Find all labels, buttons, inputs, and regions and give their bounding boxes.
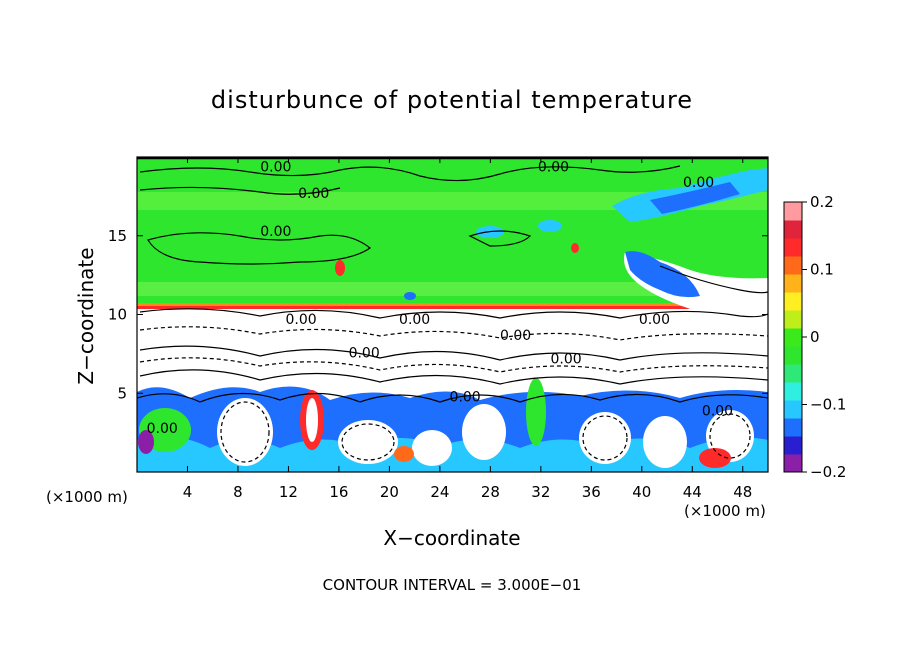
colorbar-segment: [784, 454, 802, 473]
colorbar-segment: [784, 400, 802, 419]
contour-lines: [137, 157, 768, 463]
field-anomaly: [412, 430, 452, 466]
contour-label: 0.00: [260, 224, 291, 240]
contour-label: 0.00: [349, 345, 380, 361]
x-tick-label: 44: [683, 483, 702, 501]
contour-interval-note: CONTOUR INTERVAL = 3.000E−01: [322, 576, 582, 594]
colorbar-segment: [784, 382, 802, 401]
colorbar-segment: [784, 436, 802, 455]
field-anomaly: [625, 251, 700, 298]
colorbar-tick-label: −0.1: [810, 396, 846, 414]
x-tick-label: 32: [531, 483, 550, 501]
colorbar-segment: [784, 238, 802, 257]
x-tick-label: 20: [380, 483, 399, 501]
field-anomaly: [394, 446, 414, 462]
colorbar-segment: [784, 346, 802, 365]
contour-label: 0.00: [683, 175, 714, 191]
field-anomaly: [650, 182, 740, 214]
colorbar: 0.2 0.1 0 −0.1 −0.2: [783, 193, 846, 481]
colorbar-segment: [784, 274, 802, 293]
x-tick-label: 16: [329, 483, 348, 501]
colorbar-tick-label: 0.2: [810, 193, 834, 211]
colorbar-segment: [784, 256, 802, 275]
chart-title: disturbunce of potential temperature: [210, 86, 694, 114]
y-tick-label: 15: [108, 227, 127, 245]
field-anomaly: [579, 412, 631, 464]
colorbar-segment: [784, 310, 802, 329]
x-tick-label: 8: [233, 483, 243, 501]
field-anomaly: [338, 420, 398, 464]
contour-label: 0.00: [298, 186, 329, 202]
x-tick-label: 4: [183, 483, 193, 501]
field-anomaly: [643, 416, 687, 468]
x-tick-label: 24: [430, 483, 449, 501]
contour-label: 0.00: [500, 328, 531, 344]
colorbar-tick-label: 0.1: [810, 261, 834, 279]
y-tick-label: 5: [117, 384, 127, 402]
colorbar-tick-label: −0.2: [810, 463, 846, 481]
field-anomaly: [571, 243, 579, 253]
field-anomaly: [306, 398, 318, 442]
x-tick-label: 36: [582, 483, 601, 501]
field-anomaly: [462, 404, 506, 460]
colorbar-segment: [784, 220, 802, 239]
colorbar-segment: [784, 292, 802, 311]
field-band: [137, 192, 768, 210]
contour-label: 0.00: [639, 312, 670, 328]
plot-area: 0.00 0.00 0.00 0.00 0.00 0.00 0.00 0.00 0.00 0.00…: [137, 157, 768, 472]
colorbar-tick-label: 0: [810, 328, 820, 346]
field-anomaly: [526, 378, 546, 446]
field-layer-orange: [137, 303, 768, 306]
x-axis-label: X−coordinate: [383, 526, 521, 550]
contour-label: 0.00: [550, 352, 581, 368]
contour-label: 0.00: [147, 421, 178, 437]
colorbar-segment: [784, 364, 802, 383]
colorbar-segment: [784, 418, 802, 437]
contour-label: 0.00: [260, 159, 291, 175]
x-unit-label-right: (×1000 m): [684, 502, 766, 520]
x-tick-label: 48: [733, 483, 752, 501]
colorbar-segment: [784, 328, 802, 347]
contour-label: 0.00: [285, 312, 316, 328]
field-anomaly: [217, 398, 273, 466]
colorbar-segment: [784, 202, 802, 221]
field-anomaly: [699, 448, 731, 468]
x-tick-label: 12: [279, 483, 298, 501]
field-band: [137, 282, 768, 296]
contour-label: 0.00: [538, 159, 569, 175]
field-anomaly: [404, 292, 416, 300]
contour-label: 0.00: [399, 312, 430, 328]
field-anomaly: [538, 220, 562, 232]
x-tick-label: 28: [481, 483, 500, 501]
x-tick-label: 40: [632, 483, 651, 501]
contour-label: 0.00: [450, 389, 481, 405]
x-unit-label-left: (×1000 m): [46, 488, 128, 506]
y-tick-label: 10: [108, 306, 127, 324]
contour-label: 0.00: [702, 404, 733, 420]
field-layer-red: [137, 306, 768, 309]
field-anomaly: [138, 430, 154, 454]
field-anomaly: [335, 260, 345, 276]
